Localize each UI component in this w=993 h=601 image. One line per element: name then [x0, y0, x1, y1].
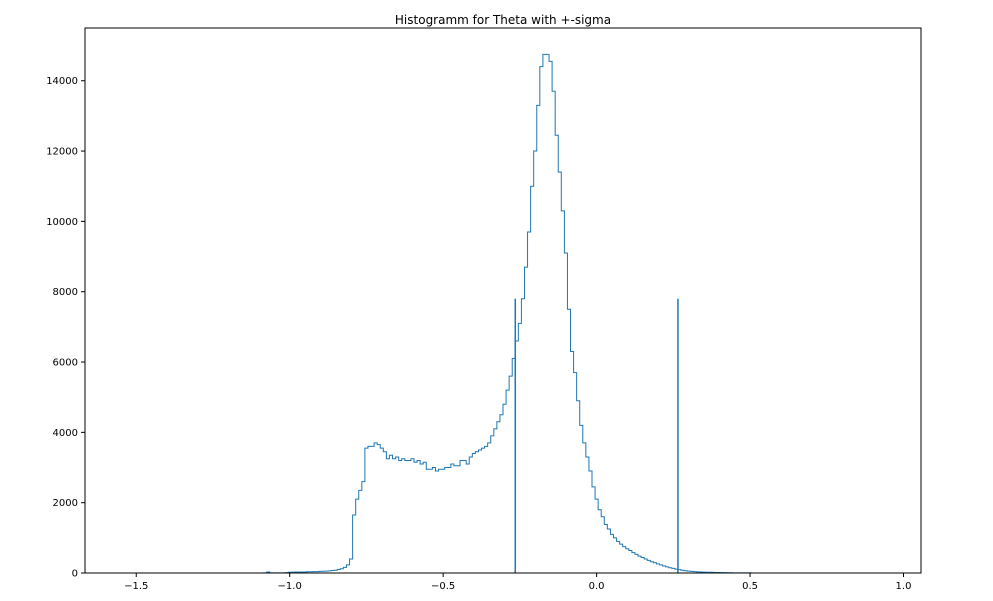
y-tick-label: 10000: [46, 217, 78, 228]
y-tick-label: 8000: [53, 287, 78, 298]
y-tick-label: 0: [72, 569, 78, 580]
y-tick-label: 2000: [53, 498, 78, 509]
x-tick-label: −0.5: [431, 581, 455, 592]
y-axis: 0 2000 4000 6000 8000 10000 12000 14000: [46, 76, 85, 580]
x-tick-label: 0.0: [589, 581, 605, 592]
x-tick-label: 0.5: [742, 581, 758, 592]
x-tick-label: −1.5: [124, 581, 148, 592]
y-tick-label: 14000: [46, 76, 78, 87]
y-tick-label: 6000: [53, 358, 78, 369]
axes-frame: [84, 27, 922, 574]
x-tick-label: 1.0: [896, 581, 912, 592]
histogram-step: [263, 53, 811, 574]
chart-title: Histogramm for Theta with +-sigma: [395, 13, 611, 27]
axes-background: [85, 28, 921, 573]
x-tick-label: −1.0: [278, 581, 302, 592]
plot-area: [84, 27, 922, 574]
y-tick-label: 4000: [53, 428, 78, 439]
histogram-layer: [263, 53, 811, 574]
x-axis: −1.5 −1.0 −0.5 0.0 0.5 1.0: [124, 573, 911, 592]
y-tick-label: 12000: [46, 147, 78, 158]
sigma-lines: [514, 298, 679, 573]
